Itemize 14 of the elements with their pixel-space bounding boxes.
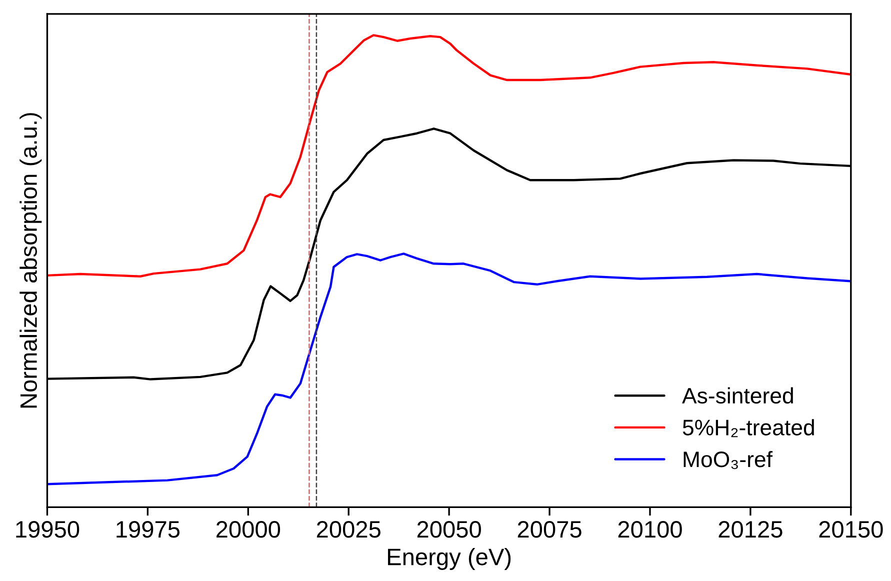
x-tick-label: 20025 <box>316 521 380 538</box>
x-tick-label: 19975 <box>116 521 180 538</box>
x-tick-label: 19950 <box>16 521 80 538</box>
legend-label: MoO₃-ref <box>684 450 773 470</box>
legend-label: 5%H₂-treated <box>682 419 814 438</box>
x-axis-title: Energy (eV) <box>388 548 511 570</box>
x-tick-label: 20125 <box>718 521 782 538</box>
x-tick-label: 20150 <box>819 521 883 538</box>
legend-label: As-sintered <box>682 387 793 404</box>
y-axis-title: Normalized absorption (a.u.) <box>20 113 42 408</box>
x-tick-label: 20100 <box>618 521 682 538</box>
x-tick-label: 20075 <box>518 521 582 538</box>
x-tick-label: 20050 <box>417 521 481 538</box>
x-tick-label: 20000 <box>216 521 280 538</box>
